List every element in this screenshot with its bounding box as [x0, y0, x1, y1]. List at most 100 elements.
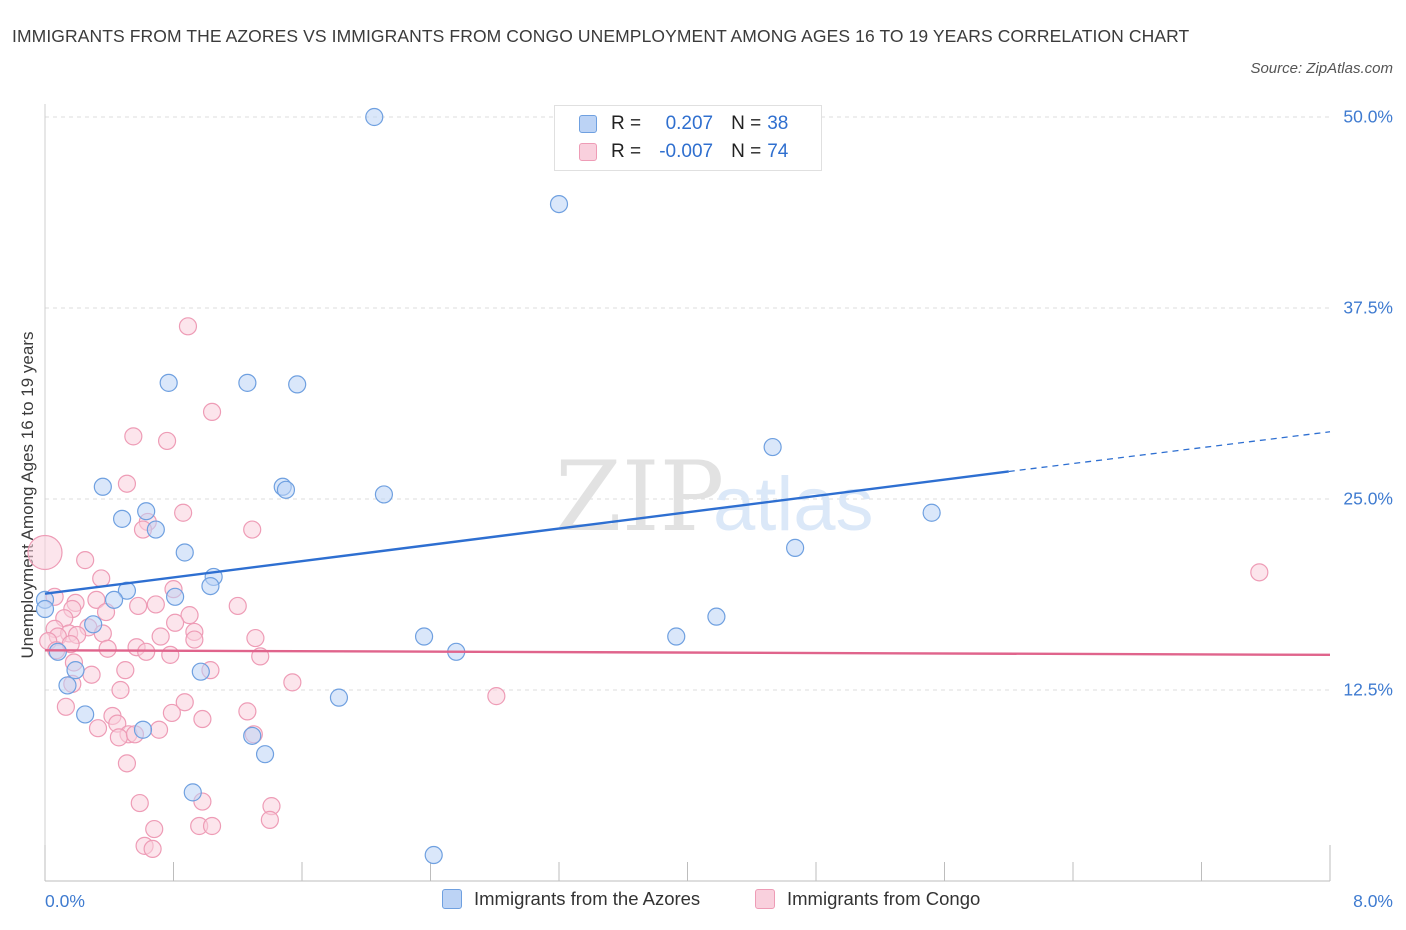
trend-lines — [44, 431, 1331, 657]
congo-point — [151, 627, 170, 646]
congo-point — [157, 431, 177, 451]
congo-point — [116, 661, 135, 680]
azores-point — [137, 502, 156, 521]
congo-point — [202, 402, 222, 422]
congo-point — [129, 596, 148, 616]
congo-point — [109, 728, 128, 747]
congo-legend-swatch — [755, 889, 775, 909]
congo-point — [246, 628, 265, 648]
azores-point — [112, 509, 132, 528]
azores-point — [48, 642, 67, 661]
congo-point — [124, 427, 143, 446]
azores-point — [374, 485, 394, 504]
congo-point — [202, 816, 222, 836]
watermark-zip: ZIP — [555, 441, 724, 553]
azores-point — [58, 676, 77, 695]
source-label: Source: ZipAtlas.com — [1250, 60, 1393, 77]
azores-point — [201, 576, 220, 596]
azores-trend-line — [44, 470, 1009, 595]
congo-point — [143, 839, 162, 859]
azores-point — [93, 477, 112, 496]
y-tick-label: 37.5% — [1343, 297, 1393, 318]
chart-title: IMMIGRANTS FROM THE AZORES VS IMMIGRANTS… — [12, 26, 1190, 46]
congo-point — [243, 520, 262, 539]
congo-point — [82, 665, 101, 684]
azores-point — [329, 688, 349, 707]
n-value: 74 — [767, 141, 789, 162]
congo-point — [76, 551, 95, 570]
azores-swatch — [579, 115, 597, 133]
congo-point — [149, 720, 169, 739]
congo-point — [487, 687, 506, 706]
azores-point — [922, 503, 941, 522]
azores-point — [276, 480, 296, 499]
congo-point — [175, 693, 194, 712]
azores-legend-label: Immigrants from the Azores — [474, 888, 701, 909]
congo-point — [283, 673, 302, 692]
congo-point — [88, 719, 108, 738]
azores-legend-swatch — [442, 889, 462, 909]
legend-item-azores: Immigrants from the Azores — [442, 888, 700, 910]
congo-point — [117, 754, 137, 773]
congo-point — [87, 590, 106, 609]
legend-item-congo: Immigrants from Congo — [755, 888, 980, 910]
congo-point — [130, 793, 149, 813]
azores-point — [549, 194, 569, 214]
congo-legend-label: Immigrants from Congo — [787, 888, 981, 909]
azores-point — [191, 662, 210, 681]
congo-point — [145, 819, 164, 839]
n-label: N = — [731, 141, 762, 162]
congo-point — [27, 534, 63, 571]
azores-point — [238, 373, 257, 392]
azores-point — [76, 705, 95, 724]
n-value: 38 — [767, 113, 789, 134]
azores-point — [166, 587, 185, 606]
azores-point — [243, 726, 262, 745]
congo-point — [162, 703, 181, 723]
azores-point — [414, 627, 434, 646]
azores-trend-extension — [1008, 431, 1331, 473]
congo-point — [56, 697, 75, 716]
stats-legend: R = 0.207 N = 38 R = -0.007 N = 74 — [554, 105, 822, 171]
azores-point — [667, 627, 686, 646]
congo-point — [146, 595, 165, 614]
r-label: R = — [611, 113, 642, 134]
r-label: R = — [611, 141, 642, 162]
azores-point — [424, 845, 443, 865]
azores-point — [175, 543, 194, 562]
r-value: 0.207 — [665, 113, 714, 134]
azores-point — [66, 661, 85, 680]
legend-row-azores: R = 0.207 N = 38 — [579, 111, 788, 137]
congo-point — [166, 613, 185, 632]
azores-point — [159, 373, 178, 392]
congo-point — [174, 503, 193, 522]
azores-point — [707, 607, 726, 626]
congo-point — [1250, 563, 1269, 582]
n-label: N = — [731, 113, 762, 134]
congo-point — [111, 680, 130, 700]
x-tick-min: 0.0% — [45, 891, 85, 911]
azores-point — [255, 745, 275, 764]
azores-point — [104, 590, 124, 609]
congo-swatch — [579, 143, 597, 161]
azores-point — [133, 720, 153, 739]
y-tick-label: 12.5% — [1343, 679, 1393, 700]
y-tick-label: 25.0% — [1343, 488, 1393, 509]
congo-trend-line — [44, 649, 1331, 657]
r-value: -0.007 — [659, 141, 714, 162]
congo-point — [228, 596, 247, 616]
x-tick-max: 8.0% — [1353, 891, 1393, 911]
axes — [44, 104, 1331, 882]
congo-point — [98, 639, 117, 658]
azores-point — [183, 783, 202, 802]
congo-point — [238, 702, 257, 721]
legend-row-congo: R = -0.007 N = 74 — [579, 139, 788, 165]
congo-point — [117, 474, 137, 493]
azores-point — [763, 437, 782, 457]
azores-points — [35, 107, 941, 865]
azores-point — [365, 107, 384, 127]
azores-point — [35, 599, 55, 619]
azores-point — [288, 375, 307, 394]
watermark-atlas: atlas — [713, 462, 874, 547]
